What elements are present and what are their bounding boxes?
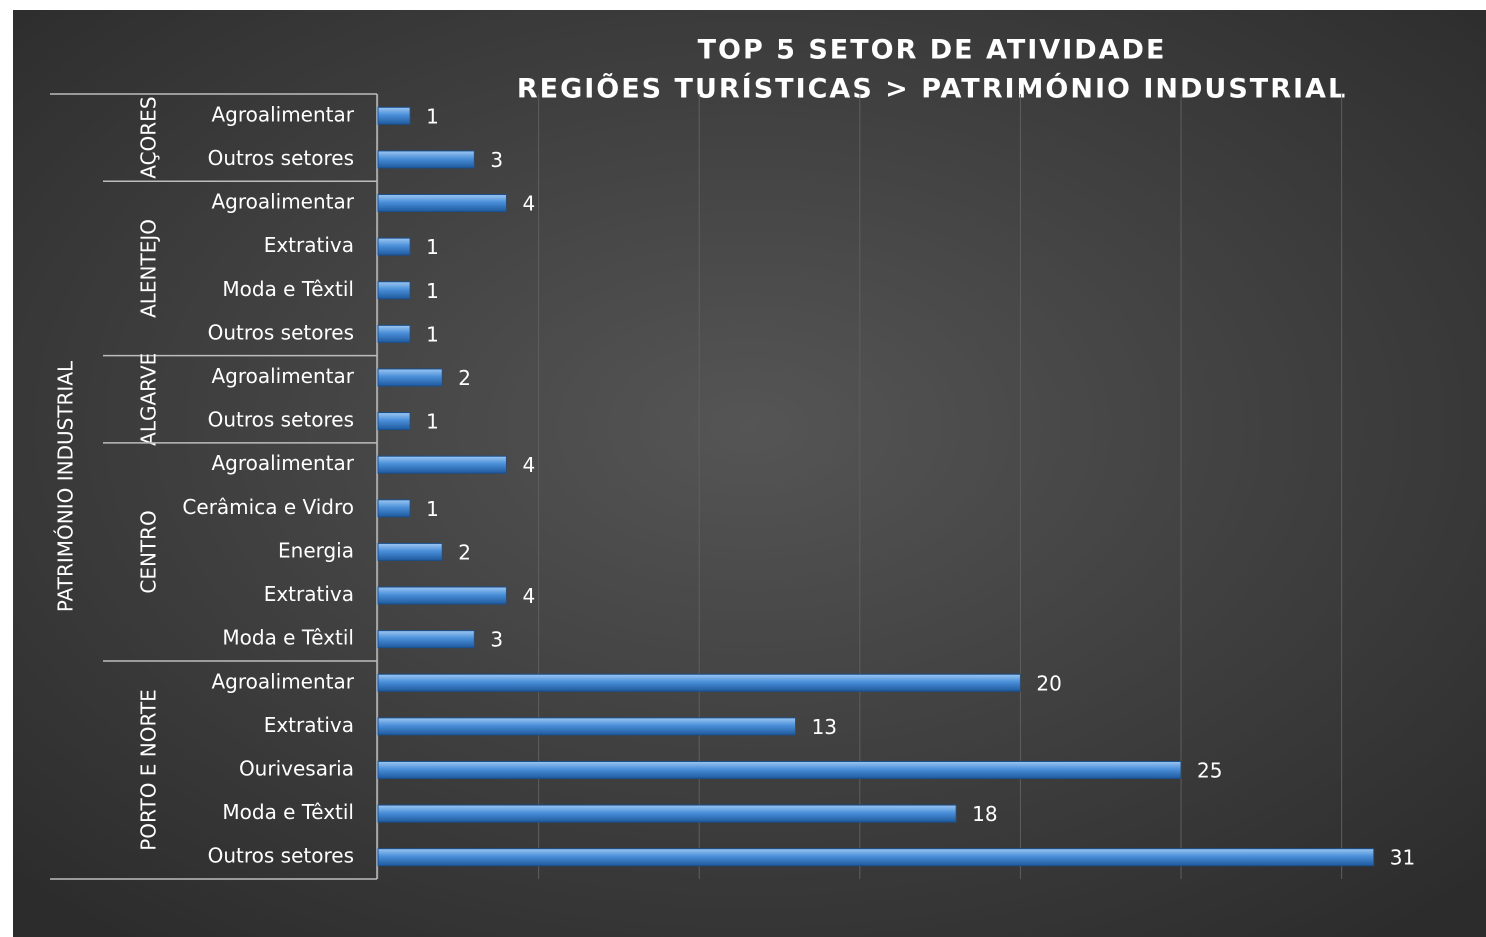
- y-tick-label: Extrativa: [264, 713, 354, 737]
- value-label: 1: [426, 497, 439, 521]
- group-label: PORTO E NORTE: [137, 689, 161, 851]
- bar: [377, 673, 1021, 692]
- bar: [377, 542, 443, 561]
- y-tick-label: Outros setores: [208, 146, 354, 170]
- bar: [377, 760, 1182, 779]
- bar: [377, 586, 507, 605]
- value-label: 1: [426, 104, 439, 128]
- value-label: 25: [1197, 758, 1222, 782]
- value-label: 1: [426, 410, 439, 434]
- value-label: 2: [458, 540, 471, 564]
- value-label: 4: [522, 192, 535, 216]
- y-tick-label: Moda e Têxtil: [222, 277, 354, 301]
- value-label: 2: [458, 366, 471, 390]
- bar: [377, 324, 411, 343]
- bar: [377, 804, 957, 823]
- value-label: 20: [1036, 671, 1061, 695]
- chart-subtitle: REGIÕES TURÍSTICAS > PATRIMÓNIO INDUSTRI…: [517, 73, 1347, 105]
- y-tick-label: Energia: [278, 538, 354, 562]
- y-tick-label: Cerâmica e Vidro: [182, 495, 354, 519]
- bar: [377, 630, 475, 649]
- group-label: ALGARVE: [137, 353, 161, 446]
- y-tick-label: Outros setores: [208, 844, 354, 868]
- value-label: 31: [1390, 846, 1415, 870]
- y-tick-label: Agroalimentar: [211, 102, 354, 126]
- y-tick-label: Agroalimentar: [211, 190, 354, 214]
- y-tick-label: Moda e Têxtil: [222, 626, 354, 650]
- outer-group-label: PATRIMÓNIO INDUSTRIAL: [54, 360, 78, 612]
- y-tick-label: Outros setores: [208, 408, 354, 432]
- bar: [377, 499, 411, 518]
- y-tick-label: Extrativa: [264, 582, 354, 606]
- value-label: 1: [426, 322, 439, 346]
- chart-title: TOP 5 SETOR DE ATIVIDADE: [698, 35, 1167, 66]
- bar: [377, 194, 507, 213]
- value-label: 18: [972, 802, 997, 826]
- bar: [377, 412, 411, 431]
- value-label: 13: [812, 715, 837, 739]
- bar: [377, 281, 411, 300]
- value-label: 4: [522, 584, 535, 608]
- bar: [377, 717, 797, 736]
- bar: [377, 368, 443, 387]
- value-label: 1: [426, 279, 439, 303]
- group-label: CENTRO: [137, 510, 161, 593]
- bar: [377, 237, 411, 256]
- group-label: ALENTEJO: [137, 219, 161, 318]
- bar: [377, 455, 507, 474]
- y-tick-label: Agroalimentar: [211, 451, 354, 475]
- value-label: 1: [426, 235, 439, 259]
- bar: [377, 848, 1375, 867]
- bar: [377, 150, 475, 169]
- y-tick-label: Moda e Têxtil: [222, 800, 354, 824]
- y-tick-label: Extrativa: [264, 233, 354, 257]
- y-tick-label: Outros setores: [208, 320, 354, 344]
- y-tick-label: Ourivesaria: [239, 756, 354, 780]
- bar: [377, 106, 411, 125]
- group-label: AÇORES: [137, 96, 161, 178]
- value-label: 4: [522, 453, 535, 477]
- y-tick-label: Agroalimentar: [211, 669, 354, 693]
- y-tick-label: Agroalimentar: [211, 364, 354, 388]
- background: [13, 10, 1486, 937]
- value-label: 3: [490, 628, 503, 652]
- value-label: 3: [490, 148, 503, 172]
